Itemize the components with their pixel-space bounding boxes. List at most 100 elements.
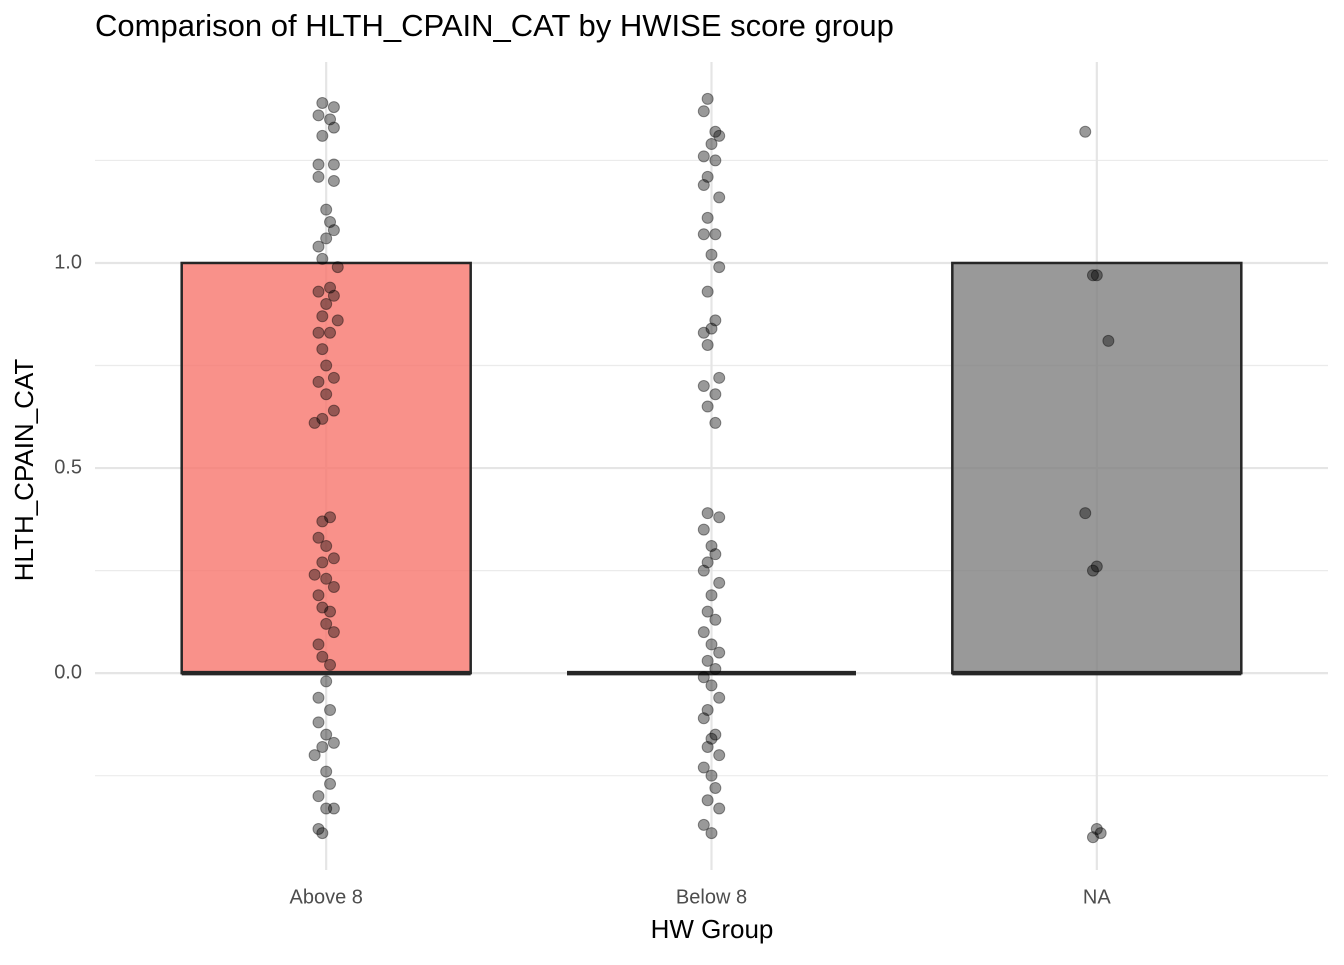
jitter-point [308, 568, 321, 581]
jitter-point [316, 252, 329, 265]
jitter-point [316, 412, 329, 425]
jitter-point [312, 109, 325, 122]
jitter-point [320, 802, 333, 815]
jitter-point [705, 732, 718, 745]
jitter-point [1079, 507, 1092, 520]
y-tick-label: 0.5 [54, 456, 82, 478]
jitter-point [312, 790, 325, 803]
jitter-point [312, 170, 325, 183]
jitter-point [709, 548, 722, 561]
jitter-point [705, 138, 718, 151]
jitter-point [705, 769, 718, 782]
jitter-point [713, 511, 726, 524]
jitter-point [1094, 827, 1107, 840]
jitter-point [327, 552, 340, 565]
jitter-point [1086, 831, 1099, 844]
jitter-point [320, 388, 333, 401]
jitter-point [705, 589, 718, 602]
jitter-point [320, 675, 333, 688]
jitter-point [324, 704, 337, 717]
jitter-point [713, 691, 726, 704]
jitter-point [701, 794, 714, 807]
jitter-point [701, 740, 714, 753]
jitter-point [709, 388, 722, 401]
jitter-point [697, 523, 710, 536]
jitter-point [327, 580, 340, 593]
jitter-point [705, 827, 718, 840]
jitter-point [697, 326, 710, 339]
jitter-point [697, 380, 710, 393]
jitter-point [316, 740, 329, 753]
jitter-point [701, 339, 714, 352]
jitter-point [327, 404, 340, 417]
jitter-point [713, 749, 726, 762]
jitter-point [709, 728, 722, 741]
jitter-point [316, 343, 329, 356]
jitter-point [324, 777, 337, 790]
jitter-point [312, 589, 325, 602]
jitter-point [713, 191, 726, 204]
x-tick-label: NA [1083, 886, 1111, 908]
jitter-point [327, 371, 340, 384]
jitter-point [327, 224, 340, 237]
jitter-point [312, 822, 325, 835]
jitter-point [1090, 269, 1103, 282]
jitter-point [320, 728, 333, 741]
jitter-point [316, 515, 329, 528]
jitter-point [1102, 334, 1115, 347]
jitter-point [327, 289, 340, 302]
jitter-point [324, 658, 337, 671]
jitter-point [701, 400, 714, 413]
jitter-point [324, 215, 337, 228]
jitter-point [697, 671, 710, 684]
jitter-point [709, 613, 722, 626]
jitter-point [327, 174, 340, 187]
jitter-point [327, 626, 340, 639]
jitter-point [697, 712, 710, 725]
chart-title: Comparison of HLTH_CPAIN_CAT by HWISE sc… [95, 8, 894, 43]
jitter-point [316, 129, 329, 142]
jitter-point [705, 638, 718, 651]
jitter-point [701, 211, 714, 224]
jitter-point [697, 150, 710, 163]
jitter-point [705, 248, 718, 261]
jitter-point [312, 691, 325, 704]
jitter-point [324, 113, 337, 126]
y-tick-label: 0.0 [54, 661, 82, 683]
jitter-point [312, 375, 325, 388]
jitter-point [1090, 560, 1103, 573]
jitter-point [1079, 125, 1092, 138]
jitter-point [312, 158, 325, 171]
jitter-point [697, 564, 710, 577]
jitter-point [705, 322, 718, 335]
jitter-point [324, 281, 337, 294]
jitter-point [316, 310, 329, 323]
jitter-point [697, 228, 710, 241]
jitter-point [1090, 822, 1103, 835]
jitter-point [312, 326, 325, 339]
jitter-point [316, 650, 329, 663]
jitter-point [709, 781, 722, 794]
jitter-point [701, 507, 714, 520]
jitter-point [697, 179, 710, 192]
x-tick-label: Below 8 [676, 886, 747, 908]
jitter-point [701, 654, 714, 667]
jitter-point [697, 761, 710, 774]
x-axis-title: HW Group [651, 914, 774, 944]
jitter-point [327, 802, 340, 815]
jitter-point [1086, 269, 1099, 282]
jitter-point [312, 531, 325, 544]
jitter-point [320, 297, 333, 310]
y-tick-label: 1.0 [54, 251, 82, 273]
jitter-point [316, 601, 329, 614]
jitter-point [701, 556, 714, 569]
jitter-point [713, 646, 726, 659]
jitter-point [316, 556, 329, 569]
jitter-point [709, 314, 722, 327]
jitter-point [312, 240, 325, 253]
jitter-point [701, 285, 714, 298]
jitter-point [312, 716, 325, 729]
jitter-point [320, 203, 333, 216]
jitter-point [705, 679, 718, 692]
